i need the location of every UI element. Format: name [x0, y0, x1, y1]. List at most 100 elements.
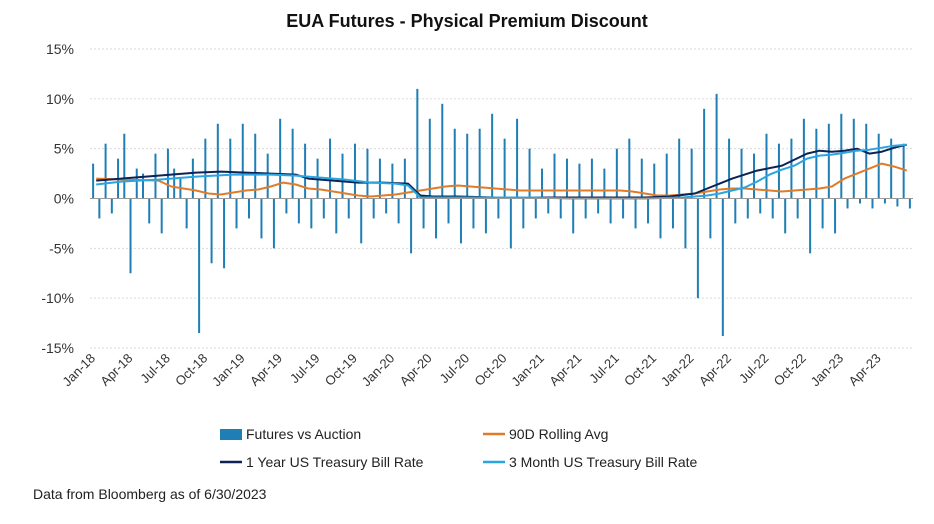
source-note: Data from Bloomberg as of 6/30/2023	[33, 486, 267, 502]
bar-futures-vs-auction	[484, 198, 487, 234]
bar-futures-vs-auction	[665, 153, 668, 199]
bar-futures-vs-auction	[503, 138, 506, 199]
bar-futures-vs-auction	[896, 198, 899, 207]
bar-futures-vs-auction	[802, 118, 805, 199]
legend-label-1y-treasury: 1 Year US Treasury Bill Rate	[246, 454, 424, 470]
bar-futures-vs-auction	[883, 198, 886, 204]
bar-futures-vs-auction	[640, 158, 643, 199]
bar-futures-vs-auction	[266, 153, 269, 199]
bar-futures-vs-auction	[565, 158, 568, 199]
bar-futures-vs-auction	[285, 198, 288, 214]
x-tick-label: Jul-18	[137, 351, 173, 387]
bar-futures-vs-auction	[846, 198, 849, 209]
bar-futures-vs-auction	[859, 198, 862, 204]
bar-futures-vs-auction	[715, 93, 718, 199]
bar-futures-vs-auction	[734, 198, 737, 224]
bar-futures-vs-auction	[865, 123, 868, 199]
bar-futures-vs-auction	[547, 198, 550, 214]
bar-futures-vs-auction	[472, 198, 475, 229]
x-tick-label: Jul-20	[437, 351, 473, 387]
bar-futures-vs-auction	[110, 198, 113, 214]
bar-futures-vs-auction	[235, 198, 238, 229]
bar-futures-vs-auction	[98, 198, 101, 219]
bar-futures-vs-auction	[890, 138, 893, 199]
bar-futures-vs-auction	[347, 198, 350, 219]
bar-futures-vs-auction	[173, 168, 176, 199]
legend-label-90d-rolling-avg: 90D Rolling Avg	[509, 426, 608, 442]
x-tick-label: Oct-22	[771, 351, 809, 389]
y-tick-label: 0%	[54, 191, 74, 207]
bar-futures-vs-auction	[528, 148, 531, 199]
x-tick-label: Oct-18	[172, 351, 210, 389]
bar-futures-vs-auction	[659, 198, 662, 239]
bar-futures-vs-auction	[578, 163, 581, 199]
bar-futures-vs-auction	[902, 143, 905, 199]
bar-futures-vs-auction	[534, 198, 537, 219]
bar-futures-vs-auction	[615, 148, 618, 199]
bar-futures-vs-auction	[684, 198, 687, 249]
bar-futures-vs-auction	[123, 133, 126, 199]
y-axis-tick-labels: 15% 10% 5% 0% -5% -10% -15%	[41, 41, 74, 356]
bar-futures-vs-auction	[559, 198, 562, 219]
bar-futures-vs-auction	[459, 198, 462, 244]
y-tick-label: -15%	[41, 340, 74, 356]
bar-futures-vs-auction	[746, 198, 749, 219]
x-tick-label: Jan-21	[508, 351, 547, 390]
bar-futures-vs-auction	[422, 198, 425, 229]
bar-futures-vs-auction	[322, 198, 325, 219]
bar-futures-vs-auction	[653, 163, 656, 199]
bar-futures-vs-auction	[584, 198, 587, 219]
bar-futures-vs-auction	[397, 198, 400, 224]
bar-futures-vs-auction	[241, 123, 244, 199]
bar-futures-vs-auction	[148, 198, 151, 224]
bar-futures-vs-auction	[590, 158, 593, 199]
y-tick-label: 15%	[46, 41, 74, 57]
bar-futures-vs-auction	[647, 198, 650, 224]
bar-futures-vs-auction	[771, 198, 774, 219]
bar-futures-vs-auction	[522, 198, 525, 229]
bar-futures-vs-auction	[104, 143, 107, 199]
bar-futures-vs-auction	[385, 198, 388, 214]
bar-futures-vs-auction	[428, 118, 431, 199]
y-tick-label: -5%	[49, 240, 74, 256]
bar-futures-vs-auction	[229, 138, 232, 199]
y-tick-label: 10%	[46, 91, 74, 107]
bar-futures-vs-auction	[840, 113, 843, 199]
bar-futures-vs-auction	[553, 153, 556, 199]
bar-futures-vs-auction	[366, 148, 369, 199]
bar-futures-vs-auction	[634, 198, 637, 229]
bar-futures-vs-auction	[821, 198, 824, 229]
bar-futures-vs-auction	[728, 138, 731, 199]
x-tick-label: Apr-20	[397, 351, 435, 389]
bar-futures-vs-auction	[204, 138, 207, 199]
bar-futures-vs-auction	[603, 168, 606, 199]
bar-futures-vs-auction	[210, 198, 213, 264]
bar-futures-vs-auction	[353, 143, 356, 199]
bar-futures-vs-auction	[341, 153, 344, 199]
bar-futures-vs-auction	[335, 198, 338, 234]
bar-futures-vs-auction	[304, 143, 307, 199]
bar-futures-vs-auction	[597, 198, 600, 214]
bar-futures-vs-auction	[871, 198, 874, 209]
bar-futures-vs-auction	[291, 128, 294, 199]
bar-futures-vs-auction	[877, 133, 880, 199]
bar-futures-vs-auction	[628, 138, 631, 199]
legend-swatch-futures-vs-auction	[220, 429, 242, 440]
y-tick-label: 5%	[54, 141, 74, 157]
bar-futures-vs-auction	[435, 198, 438, 239]
bar-futures-vs-auction	[410, 198, 413, 254]
bar-futures-vs-auction	[753, 153, 756, 199]
bar-futures-vs-auction	[759, 198, 762, 214]
bar-futures-vs-auction	[478, 128, 481, 199]
bar-futures-vs-auction	[329, 138, 332, 199]
x-tick-label: Jan-19	[209, 351, 248, 390]
bar-futures-vs-auction	[254, 133, 257, 199]
bar-futures-vs-auction	[703, 108, 706, 199]
x-tick-label: Jan-22	[658, 351, 697, 390]
x-tick-label: Oct-20	[471, 351, 509, 389]
bar-futures-vs-auction	[191, 158, 194, 199]
bar-futures-vs-auction	[572, 198, 575, 234]
legend-label-futures-vs-auction: Futures vs Auction	[246, 426, 361, 442]
bar-futures-vs-auction	[690, 148, 693, 199]
